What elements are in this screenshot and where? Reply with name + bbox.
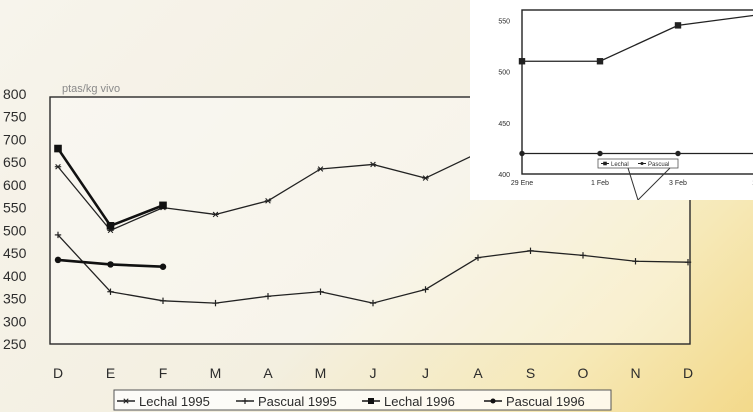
y-tick-label: 500 [3,222,27,238]
x-tick-label: M [315,365,327,381]
inset-data-point [597,150,603,157]
y-tick-label: 700 [3,131,27,147]
legend-label: Pascual 1995 [258,394,337,409]
inset-y-tick-label: 500 [498,70,510,77]
x-tick-label: O [578,365,589,381]
data-point [422,175,429,181]
legend-label: Lechal 1995 [139,394,210,409]
data-point [107,261,114,268]
data-point [54,231,62,239]
data-point [369,299,377,307]
data-point [317,288,324,295]
y-tick-label: 300 [3,313,27,329]
x-tick-label: J [422,365,429,381]
legend-box [113,389,612,411]
data-point [159,201,167,210]
x-tick-label: M [210,365,222,381]
inset-y-tick-label: 400 [498,172,510,179]
inset-plot-frame [521,9,753,175]
y-tick-label: 550 [3,200,27,216]
data-point [54,256,62,264]
y-tick-label: 650 [3,154,27,170]
data-point [106,222,115,230]
series-line [57,111,531,232]
data-point [54,163,62,170]
data-point [264,198,272,204]
legend-marker [242,398,248,404]
y-tick-labels: 800 750 700 650 600 550 500 450 400 350 300 250 [3,86,27,352]
data-point [369,161,377,168]
data-point [579,252,587,259]
y-tick-label: 600 [3,177,27,193]
inset-y-tick-label: 550 [498,18,510,25]
data-point [107,288,114,295]
x-tick-label: N [630,365,640,381]
inset-y-tick-labels: 550 500 450 400 [498,18,510,179]
data-point [159,297,167,305]
inset-data-point [596,58,604,65]
data-point [474,254,482,261]
x-tick-label: A [263,365,273,381]
inset-series-lines [522,14,753,155]
y-axis-label: ptas/kg vivo [62,83,120,95]
x-tick-label: J [370,365,377,381]
x-tick-label: E [106,365,115,381]
data-point [159,263,167,270]
legend-marker [123,398,129,404]
inset-series-markers [518,22,682,157]
x-tick-label: D [683,365,693,381]
inset-legend: Lechal Pascual [597,158,679,200]
inset-x-tick-label: 1 Feb [591,180,609,187]
x-tick-label: A [473,365,483,381]
legend: Lechal 1995 Pascual 1995 Lechal 1996 Pascua… [113,389,612,411]
legend-marker [368,398,374,404]
inset-x-tick-label: 29 Ene [511,180,533,187]
data-point [212,299,219,307]
inset-x-tick-label: 3 Feb [669,180,687,187]
y-tick-label: 350 [3,291,27,307]
inset-data-point [518,58,526,65]
x-tick-label: S [526,365,535,381]
inset-y-tick-label: 450 [498,121,510,128]
x-tick-label: F [159,365,168,381]
inset-legend-label: Pascual [648,162,669,168]
data-point [422,286,429,293]
legend-marker [490,398,496,404]
data-point [212,211,219,218]
leader-line [637,167,671,200]
inset-data-point [674,22,682,29]
inset-data-point [519,150,525,157]
x-tick-label: D [53,365,63,381]
inset-legend-label: Lechal [611,162,629,168]
data-point [527,247,534,255]
y-tick-label: 400 [3,268,27,284]
legend-label: Pascual 1996 [506,394,585,409]
data-point [684,258,692,266]
data-point [317,166,324,172]
legend-label: Lechal 1996 [384,394,455,409]
data-point [264,293,272,300]
inset-data-point [675,150,681,157]
inset-legend-marker [640,161,644,166]
data-point [54,144,62,153]
y-tick-label: 750 [3,109,27,125]
y-tick-label: 450 [3,245,27,261]
y-tick-label: 250 [3,336,27,352]
inset-legend-marker [603,161,607,166]
data-point [632,258,639,265]
leader-line [627,167,639,200]
inset-series-line [522,14,753,62]
y-tick-label: 800 [3,86,27,102]
